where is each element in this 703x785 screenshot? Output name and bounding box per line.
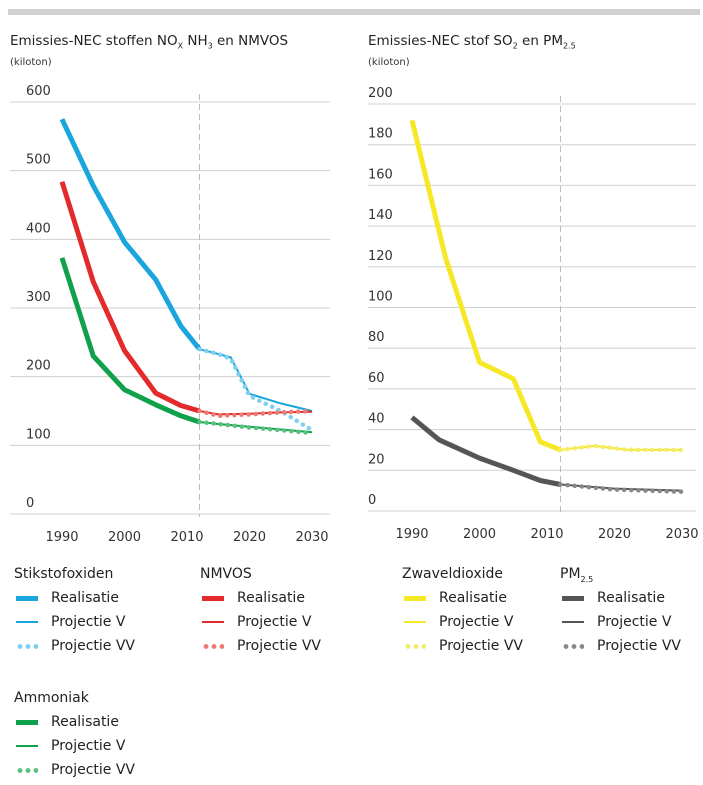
y-tick-label: 300 — [26, 290, 51, 305]
y-tick-label: 600 — [26, 84, 51, 99]
legend-item-nmvos-projectie-v: Projectie V — [202, 612, 311, 632]
y-tick-label: 200 — [26, 359, 51, 374]
legend-label: Projectie V — [51, 738, 126, 754]
legend-heading-stikstofoxiden: Stikstofoxiden — [14, 566, 114, 582]
legend-swatch-thick — [562, 595, 584, 601]
legend-item-pm-realisatie: Realisatie — [562, 588, 665, 608]
legend-swatch-dots — [562, 643, 584, 649]
legend-swatch-thin — [404, 621, 426, 623]
x-tick-label: 2030 — [665, 527, 698, 542]
legend-item-zwaveldioxide-realisatie: Realisatie — [404, 588, 507, 608]
legend-swatch-thick — [16, 719, 38, 725]
y-tick-label: 20 — [368, 452, 385, 467]
series-line-ammoniak-realisatie — [59, 257, 201, 425]
x-tick-label: 2000 — [463, 527, 496, 542]
legend-label: Projectie V — [237, 614, 312, 630]
y-tick-label: 100 — [368, 290, 393, 305]
legend-swatch-thin — [202, 621, 224, 623]
y-tick-label: 80 — [368, 330, 385, 345]
left-chart-unit: (kiloton) — [10, 57, 52, 68]
legend-swatch-thin — [16, 745, 38, 747]
legend-swatch-thin — [16, 621, 38, 623]
legend-label: Realisatie — [51, 714, 119, 730]
legend-heading-pm: PM2.5 — [560, 566, 594, 584]
x-tick-label: 2020 — [598, 527, 631, 542]
legend-label: Projectie V — [597, 614, 672, 630]
legend-swatch-thick — [404, 595, 426, 601]
series-line-nmvos-realisatie — [59, 180, 201, 414]
nox-nh3-nmvos-chart: 0 100 200 300 400 500 600 1990 2000 2010 2020 2030 — [10, 84, 330, 545]
series-line-pm2-5-projectie-vv — [558, 482, 685, 494]
legend-heading-nmvos: NMVOS — [200, 566, 252, 582]
y-tick-label: 160 — [368, 167, 393, 182]
legend-swatch-thin — [562, 621, 584, 623]
y-tick-label: 100 — [26, 427, 51, 442]
left-chart-title: Emissies-NEC stoffen NOX NH3 en NMVOS — [10, 33, 289, 51]
y-tick-label: 180 — [368, 127, 393, 142]
x-tick-label: 1990 — [395, 527, 428, 542]
legend-label: Projectie VV — [439, 638, 524, 654]
legend-item-zwaveldioxide-projectie-v: Projectie V — [404, 612, 513, 632]
legend-item-ammoniak-realisatie: Realisatie — [16, 712, 119, 732]
x-tick-label: 2010 — [530, 527, 563, 542]
right-chart-title: Emissies-NEC stof SO2 en PM2.5 — [368, 33, 576, 51]
legend-swatch-thick — [16, 595, 38, 601]
y-tick-label: 140 — [368, 208, 393, 223]
x-tick-label: 1990 — [45, 530, 78, 545]
y-tick-label: 400 — [26, 221, 51, 236]
y-tick-label: 500 — [26, 153, 51, 168]
series-line-stikstofoxiden-realisatie — [59, 118, 202, 351]
legend-label: Realisatie — [51, 590, 119, 606]
series-line-nmvos-projectie-vv — [197, 408, 315, 419]
legend-swatch-thick — [202, 595, 224, 601]
legend-label: Projectie VV — [51, 762, 136, 778]
legend-item-ammoniak-projectie-v: Projectie V — [16, 736, 125, 756]
series-line-ammoniak-projectie-vv — [197, 419, 315, 436]
legend-heading-zwaveldioxide: Zwaveldioxide — [402, 566, 503, 582]
series-line-pm2-5-realisatie — [410, 415, 561, 487]
y-tick-label: 120 — [368, 249, 393, 264]
legend-label: Projectie VV — [51, 638, 136, 654]
y-tick-label: 40 — [368, 412, 385, 427]
legend-label: Projectie V — [439, 614, 514, 630]
top-divider-bar — [8, 9, 700, 15]
legend-item-pm-projectie-v: Projectie V — [562, 612, 671, 632]
x-tick-label: 2000 — [108, 530, 141, 545]
legend-swatch-dots — [16, 767, 38, 773]
right-chart-unit: (kiloton) — [368, 57, 410, 68]
x-tick-label: 2020 — [233, 530, 266, 545]
legend-item-stikstofoxiden-projectie-vv: Projectie VV — [16, 636, 135, 656]
legend-swatch-dots — [404, 643, 426, 649]
x-tick-label: 2010 — [170, 530, 203, 545]
y-tick-label: 0 — [26, 496, 34, 511]
series-line-stikstofoxiden-projectie-v — [199, 348, 313, 412]
legend-item-stikstofoxiden-projectie-v: Projectie V — [16, 612, 125, 632]
legend-label: Projectie V — [51, 614, 126, 630]
series-line-stikstofoxiden-projectie-vv — [197, 346, 315, 433]
legend-label: Realisatie — [237, 590, 305, 606]
series-line-zwaveldioxide-realisatie — [409, 119, 562, 453]
legend-item-nmvos-realisatie: Realisatie — [202, 588, 305, 608]
y-tick-label: 0 — [368, 493, 376, 508]
legend-label: Realisatie — [597, 590, 665, 606]
series-line-zwaveldioxide-projectie-vv — [558, 443, 685, 453]
legend-swatch-dots — [16, 643, 38, 649]
legend-label: Realisatie — [439, 590, 507, 606]
x-tick-label: 2030 — [295, 530, 328, 545]
legend-item-pm-projectie-vv: Projectie VV — [562, 636, 681, 656]
legend-item-stikstofoxiden-realisatie: Realisatie — [16, 588, 119, 608]
series-line-zwaveldioxide-projectie-v — [560, 444, 682, 451]
legend-item-nmvos-projectie-vv: Projectie VV — [202, 636, 321, 656]
legend-label: Projectie VV — [237, 638, 322, 654]
y-tick-label: 200 — [368, 86, 393, 101]
so2-pm25-chart: 0 20 40 60 80 100 120 140 160 180 200 1990 2000 2010 2… — [368, 86, 699, 542]
series-line-pm2-5-projectie-v — [560, 483, 683, 492]
legend-swatch-dots — [202, 643, 224, 649]
legend-item-zwaveldioxide-projectie-vv: Projectie VV — [404, 636, 523, 656]
y-tick-label: 60 — [368, 371, 385, 386]
legend-heading-ammoniak: Ammoniak — [14, 690, 89, 706]
legend-item-ammoniak-projectie-vv: Projectie VV — [16, 760, 135, 780]
legend-label: Projectie VV — [597, 638, 682, 654]
